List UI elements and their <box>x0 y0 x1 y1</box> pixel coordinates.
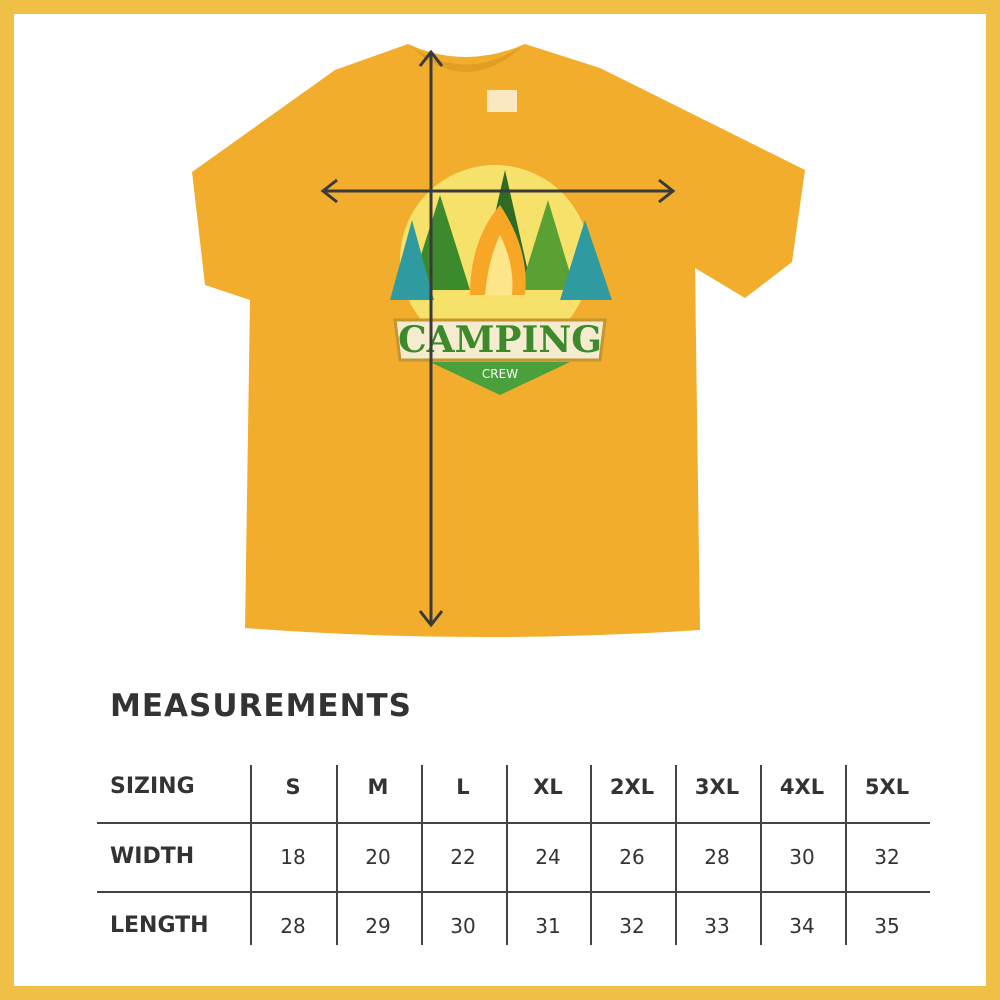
length-arrow-icon <box>418 49 444 628</box>
table-cell: 31 <box>535 914 561 938</box>
table-cell: 32 <box>619 914 645 938</box>
logo-camping-text: CAMPING <box>398 319 602 361</box>
t-shirt-image: CAMPING CREW <box>192 44 805 638</box>
table-cell: 20 <box>365 845 391 869</box>
column-divider <box>675 765 677 945</box>
row-divider <box>97 891 930 893</box>
size-header: XL <box>533 775 563 799</box>
sizing-header-label: SIZING <box>110 774 195 799</box>
table-cell: 29 <box>365 914 391 938</box>
width-arrow-icon <box>320 178 676 204</box>
size-header: 2XL <box>609 775 655 799</box>
column-divider <box>760 765 762 945</box>
measurements-title: MEASUREMENTS <box>110 688 413 724</box>
column-divider <box>421 765 423 945</box>
column-divider <box>506 765 508 945</box>
table-cell: 32 <box>874 845 900 869</box>
size-header: M <box>367 775 389 799</box>
size-header: 4XL <box>779 775 825 799</box>
table-cell: 26 <box>619 845 645 869</box>
row-divider <box>97 822 930 824</box>
size-header: 5XL <box>864 775 910 799</box>
table-cell: 34 <box>789 914 815 938</box>
table-cell: 33 <box>704 914 730 938</box>
table-cell: 30 <box>450 914 476 938</box>
table-cell: 35 <box>874 914 900 938</box>
column-divider <box>336 765 338 945</box>
table-cell: 30 <box>789 845 815 869</box>
table-cell: 24 <box>535 845 561 869</box>
table-cell: 22 <box>450 845 476 869</box>
size-header: S <box>285 775 301 799</box>
table-cell: 18 <box>280 845 306 869</box>
table-cell: 28 <box>280 914 306 938</box>
column-divider <box>590 765 592 945</box>
column-divider <box>250 765 252 945</box>
logo-crew-text: CREW <box>482 367 518 381</box>
column-divider <box>845 765 847 945</box>
size-header: 3XL <box>694 775 740 799</box>
row-label-width: WIDTH <box>110 844 195 869</box>
table-cell: 28 <box>704 845 730 869</box>
row-label-length: LENGTH <box>110 913 209 938</box>
size-header: L <box>456 775 470 799</box>
